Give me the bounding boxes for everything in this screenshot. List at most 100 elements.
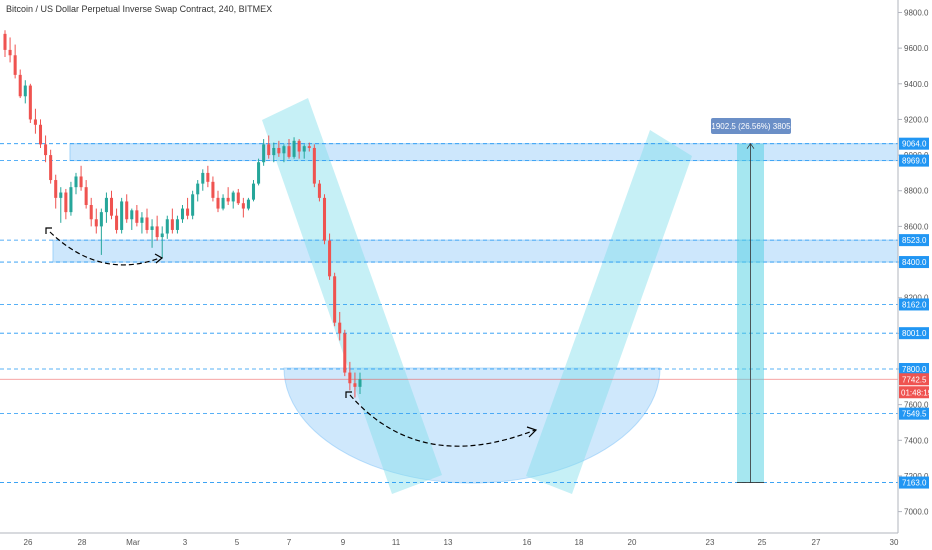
- candle-body: [333, 276, 337, 323]
- candle: [307, 142, 311, 152]
- candle-body: [140, 217, 144, 223]
- candle-body: [292, 140, 296, 157]
- candle: [328, 233, 332, 280]
- candle: [297, 139, 301, 159]
- candle: [312, 144, 316, 188]
- level-badge: 7549.5: [902, 410, 927, 419]
- level-badge: 7163.0: [902, 479, 927, 488]
- candles-layer: [3, 30, 362, 398]
- candle: [69, 181, 73, 216]
- x-tick-label: 30: [890, 538, 899, 547]
- candle-body: [262, 144, 266, 163]
- x-tick-label: 9: [341, 538, 346, 547]
- candle: [3, 30, 7, 58]
- candle-body: [338, 322, 342, 334]
- candle-body: [33, 119, 37, 125]
- candle-body: [94, 219, 98, 227]
- candle-body: [348, 372, 352, 384]
- candle-body: [297, 140, 301, 152]
- candle-body: [18, 74, 22, 97]
- candle-body: [343, 333, 347, 373]
- candle-body: [251, 183, 256, 200]
- candle: [170, 208, 174, 234]
- candle-body: [322, 197, 327, 241]
- candle-body: [44, 144, 48, 156]
- candle-body: [99, 212, 103, 227]
- candle-body: [257, 162, 261, 184]
- level-badge-box: [899, 137, 929, 150]
- candle-body: [231, 192, 235, 202]
- level-badge-box: [899, 407, 929, 420]
- x-tick-label: 27: [812, 538, 821, 547]
- candle: [180, 205, 185, 223]
- measure-label-box: [711, 118, 791, 134]
- candle: [292, 137, 296, 159]
- candle-body: [201, 172, 205, 184]
- candle: [165, 215, 169, 239]
- candle: [115, 208, 119, 234]
- y-tick-label: 9600.0: [904, 44, 929, 53]
- y-tick-label: 7400.0: [904, 436, 929, 445]
- candle: [343, 329, 347, 377]
- candle: [236, 188, 240, 205]
- candle: [302, 144, 306, 159]
- candle-body: [211, 181, 215, 198]
- candle: [28, 83, 32, 123]
- candle: [125, 194, 129, 223]
- left-curve-arrow: [49, 231, 161, 266]
- candle-body: [353, 383, 357, 387]
- candle-body: [236, 192, 240, 204]
- candle-body: [180, 208, 185, 220]
- right-curve-arrow: [349, 394, 536, 447]
- countdown-badge: 01:48:19: [901, 388, 932, 397]
- candle-body: [216, 197, 220, 209]
- candle: [89, 197, 93, 227]
- candle: [191, 190, 195, 220]
- candle-body: [282, 146, 286, 154]
- level-badge-box: [899, 476, 929, 489]
- candle: [99, 208, 103, 255]
- right-arrow-head: [526, 426, 538, 438]
- x-tick-label: 23: [706, 538, 715, 547]
- current-price-badge-box: [899, 373, 929, 386]
- candle: [287, 139, 291, 159]
- level-badge: 8523.0: [902, 236, 927, 245]
- level-badge: 7800.0: [902, 365, 927, 374]
- candle: [8, 37, 12, 63]
- candle: [84, 180, 88, 209]
- y-tick-label: 7600.0: [904, 401, 929, 410]
- x-tick-label: 13: [444, 538, 453, 547]
- y-tick-label: 7200.0: [904, 472, 929, 481]
- y-tick-label: 9200.0: [904, 115, 929, 124]
- candle-body: [241, 203, 245, 209]
- candle: [251, 180, 256, 202]
- left-arrow-head: [154, 253, 164, 264]
- candle-body: [206, 172, 210, 182]
- candle-body: [74, 176, 78, 188]
- candle-body: [165, 219, 169, 234]
- level-badge-box: [899, 363, 929, 375]
- candle: [38, 119, 43, 148]
- candle-body: [79, 176, 83, 188]
- candle-body: [170, 219, 174, 230]
- right-arrow-tail: [345, 391, 352, 398]
- candle: [44, 135, 48, 163]
- candle-body: [54, 180, 58, 198]
- y-tick-label: 7000.0: [904, 508, 929, 517]
- candle-body: [302, 146, 306, 152]
- candle: [196, 180, 200, 202]
- candle: [33, 108, 37, 134]
- candle-body: [175, 219, 179, 230]
- candle: [277, 140, 281, 157]
- candle: [211, 176, 215, 202]
- y-tick-label: 8600.0: [904, 222, 929, 231]
- candle: [246, 197, 250, 211]
- candle-body: [287, 146, 291, 157]
- candle-body: [246, 199, 250, 209]
- candle: [186, 197, 190, 220]
- candle-body: [59, 192, 63, 198]
- candle: [145, 208, 149, 234]
- down-channel-shape: [262, 98, 442, 494]
- candle-body: [38, 124, 43, 145]
